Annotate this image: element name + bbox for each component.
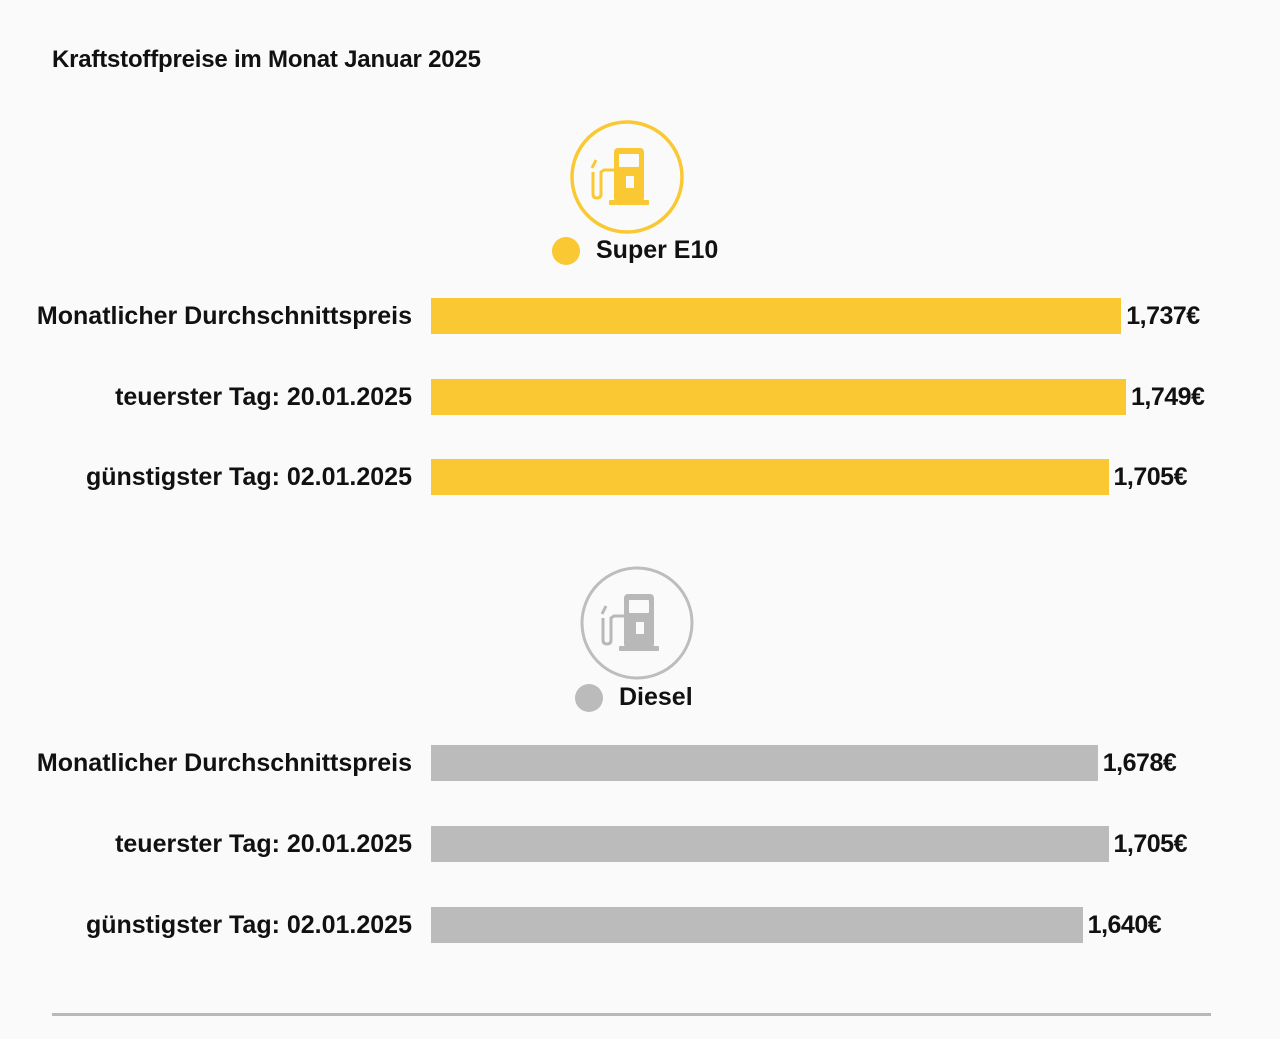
fuel-pump-icon-diesel-svg <box>580 566 694 680</box>
category-label: teuerster Tag: 20.01.2025 <box>115 383 412 411</box>
value-label: 1,678€ <box>1102 749 1177 777</box>
bottom-divider <box>52 1013 1211 1016</box>
bar-super-avg <box>431 298 1122 334</box>
legend-diesel: Diesel <box>575 683 693 712</box>
value-label: 1,640€ <box>1087 911 1162 939</box>
fuel-pump-icon-super-svg <box>570 120 684 234</box>
legend-label-super: Super E10 <box>596 236 719 264</box>
bar-super-max <box>431 379 1126 415</box>
category-label: günstigster Tag: 02.01.2025 <box>85 911 412 939</box>
bar-row: teuerster Tag: 20.01.2025 1,749€ <box>0 379 1280 415</box>
bar-row: Monatlicher Durchschnittspreis 1,678€ <box>0 745 1280 781</box>
value-label: 1,749€ <box>1131 383 1205 411</box>
bar-row: günstigster Tag: 02.01.2025 1,640€ <box>0 907 1280 943</box>
value-label: 1,737€ <box>1126 302 1200 330</box>
legend-dot-diesel <box>575 683 603 712</box>
fuel-pump-icon <box>570 120 684 234</box>
bar-row: günstigster Tag: 02.01.2025 1,705€ <box>0 459 1280 495</box>
legend-dot-super <box>552 236 580 265</box>
chart-title: Kraftstoffpreise im Monat Januar 2025 <box>52 46 481 73</box>
bar-row: Monatlicher Durchschnittspreis 1,737€ <box>0 298 1280 334</box>
category-label: günstigster Tag: 02.01.2025 <box>85 463 412 491</box>
category-label: Monatlicher Durchschnittspreis <box>36 302 412 330</box>
legend-super-e10: Super E10 <box>552 236 718 265</box>
value-label: 1,705€ <box>1113 830 1188 858</box>
category-label: Monatlicher Durchschnittspreis <box>36 749 412 777</box>
bar-diesel-avg <box>431 745 1098 781</box>
legend-label-diesel: Diesel <box>619 683 693 711</box>
category-label: teuerster Tag: 20.01.2025 <box>115 830 412 858</box>
bar-diesel-min <box>431 907 1083 943</box>
bar-super-min <box>431 459 1109 495</box>
value-label: 1,705€ <box>1113 463 1188 491</box>
bar-row: teuerster Tag: 20.01.2025 1,705€ <box>0 826 1280 862</box>
fuel-pump-icon <box>580 566 694 680</box>
bar-diesel-max <box>431 826 1109 862</box>
